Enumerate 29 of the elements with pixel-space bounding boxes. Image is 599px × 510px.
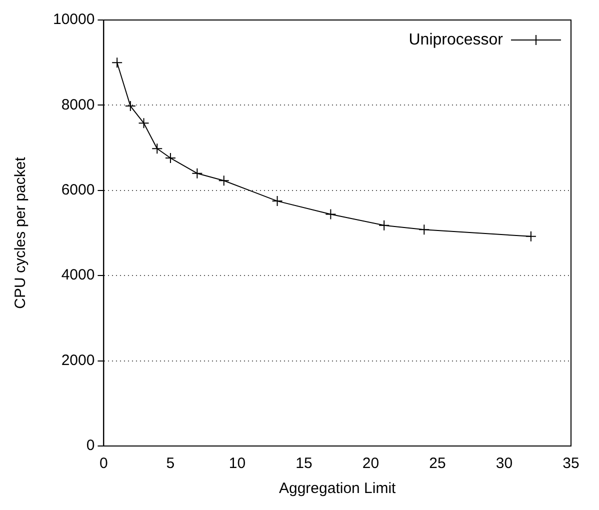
y-tick-label: 6000 [61,182,95,199]
x-tick-label: 20 [362,455,380,472]
x-tick-label: 10 [228,455,246,472]
x-tick-label: 25 [429,455,446,472]
y-tick-label: 0 [86,437,95,454]
point [164,152,176,164]
y-axis-title: CPU cycles per packet [12,156,30,309]
y-tick-label: 10000 [52,11,95,28]
x-tick-label: 30 [496,455,513,472]
point [418,224,430,236]
point [152,143,163,154]
legend-label: Uniprocessor [408,31,504,48]
point [112,57,123,68]
x-axis-title: Aggregation Limit [278,480,397,498]
x-tick-label: 5 [166,455,175,472]
x-tick-label: 15 [296,455,312,472]
point [525,230,536,242]
y-tick-label: 2000 [61,352,95,369]
x-tick-label: 0 [100,455,108,472]
y-tick-label: 8000 [61,96,95,114]
point [325,208,336,220]
x-tick-label: 35 [562,455,580,472]
point [138,118,150,129]
point [124,100,136,112]
point [218,175,230,186]
point [272,196,283,207]
point [192,168,203,179]
point [378,220,390,231]
y-tick-label: 4000 [61,266,95,284]
